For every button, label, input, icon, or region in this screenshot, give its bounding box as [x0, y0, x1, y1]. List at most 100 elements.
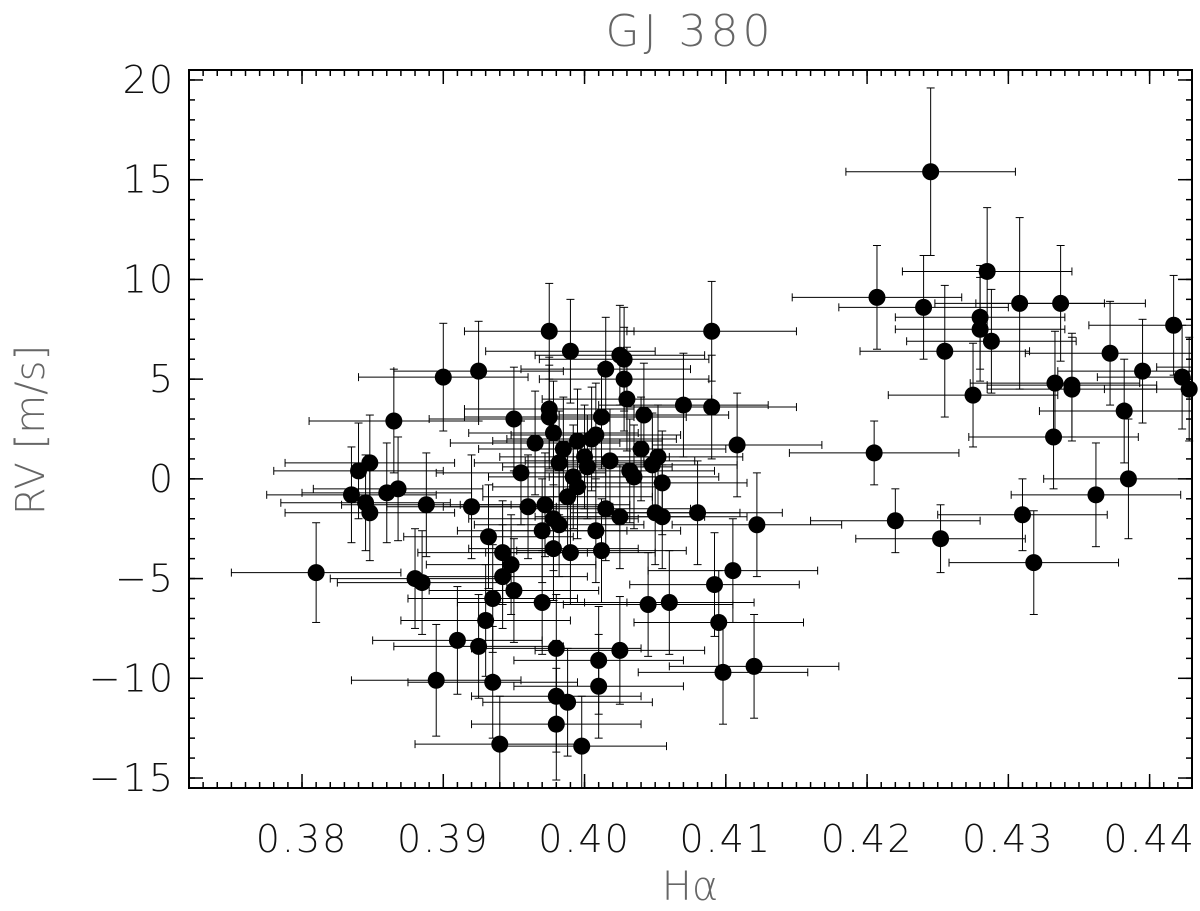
data-point [470, 637, 488, 655]
data-point [635, 406, 653, 424]
data-point [540, 322, 558, 340]
data-point [573, 737, 591, 755]
data-point [868, 288, 886, 306]
x-axis-label: Hα [662, 864, 718, 910]
data-point [922, 163, 940, 181]
data-point [505, 582, 523, 600]
data-point [1134, 362, 1152, 380]
data-point [1087, 486, 1105, 504]
data-point [533, 522, 551, 540]
data-point [724, 562, 742, 580]
data-point [932, 530, 950, 548]
data-point [361, 454, 379, 472]
x-tick-label: 0.43 [962, 817, 1055, 861]
data-point [427, 671, 445, 689]
y-axis-label: RV [m/s] [8, 345, 54, 515]
data-point [554, 440, 572, 458]
data-point [477, 611, 495, 629]
chart-title: GJ 380 [605, 6, 774, 57]
data-point [593, 542, 611, 560]
data-point [389, 480, 407, 498]
data-point [342, 486, 360, 504]
axis-ticks [188, 70, 1193, 788]
data-point [1045, 428, 1063, 446]
data-point [597, 500, 615, 518]
data-point [1165, 316, 1183, 334]
data-point [649, 448, 667, 466]
data-point [484, 673, 502, 691]
data-point [568, 478, 586, 496]
data-point [1013, 506, 1031, 524]
data-point [745, 657, 763, 675]
data-point [559, 693, 577, 711]
data-point [519, 498, 537, 516]
data-point [505, 410, 523, 428]
data-points [307, 163, 1198, 755]
x-tick-label: 0.41 [680, 817, 773, 861]
data-point [1052, 294, 1070, 312]
data-point [561, 544, 579, 562]
data-point [971, 320, 989, 338]
data-point [674, 396, 692, 414]
data-point [587, 522, 605, 540]
data-point [361, 504, 379, 522]
y-tick-label: 10 [123, 257, 175, 301]
data-point [653, 474, 671, 492]
data-point [536, 496, 554, 514]
data-point [653, 508, 671, 526]
data-point [615, 370, 633, 388]
data-point [479, 528, 497, 546]
data-point [561, 342, 579, 360]
data-point [865, 444, 883, 462]
y-tick-label: −5 [115, 557, 175, 601]
data-point [526, 434, 544, 452]
data-point [1011, 294, 1029, 312]
data-point [915, 298, 933, 316]
data-point [936, 342, 954, 360]
data-point [587, 426, 605, 444]
data-point [971, 308, 989, 326]
data-point [978, 262, 996, 280]
data-point [544, 424, 562, 442]
data-point [611, 641, 629, 659]
plot-frame [188, 69, 1193, 789]
data-point [982, 332, 1000, 350]
y-tick-label: −10 [89, 656, 175, 700]
y-tick-label: 20 [123, 58, 175, 102]
data-point [463, 498, 481, 516]
data-point [502, 556, 520, 574]
data-point [590, 651, 608, 669]
data-point [547, 715, 565, 733]
data-point [703, 398, 721, 416]
data-point [601, 452, 619, 470]
data-point [568, 432, 586, 450]
data-point [1046, 374, 1064, 392]
data-point [417, 496, 435, 514]
data-point [710, 613, 728, 631]
data-point [632, 440, 650, 458]
y-tick-label: 15 [123, 158, 175, 202]
data-point [494, 568, 512, 586]
data-point [639, 596, 657, 614]
data-point [484, 590, 502, 608]
data-point [689, 504, 707, 522]
x-tick-label: 0.39 [397, 817, 490, 861]
data-point [748, 516, 766, 534]
data-point [547, 639, 565, 657]
data-point [1115, 402, 1133, 420]
data-point [611, 508, 629, 526]
y-tick-label: 0 [149, 457, 175, 501]
x-tick-label: 0.40 [538, 817, 631, 861]
data-point [448, 631, 466, 649]
data-point [714, 663, 732, 681]
data-point [550, 516, 568, 534]
x-tick-label: 0.38 [256, 817, 349, 861]
data-point [728, 436, 746, 454]
data-point [593, 408, 611, 426]
data-point [886, 512, 904, 530]
x-tick-label: 0.42 [821, 817, 914, 861]
data-point [703, 322, 721, 340]
data-point [706, 576, 724, 594]
data-point [1025, 554, 1043, 572]
